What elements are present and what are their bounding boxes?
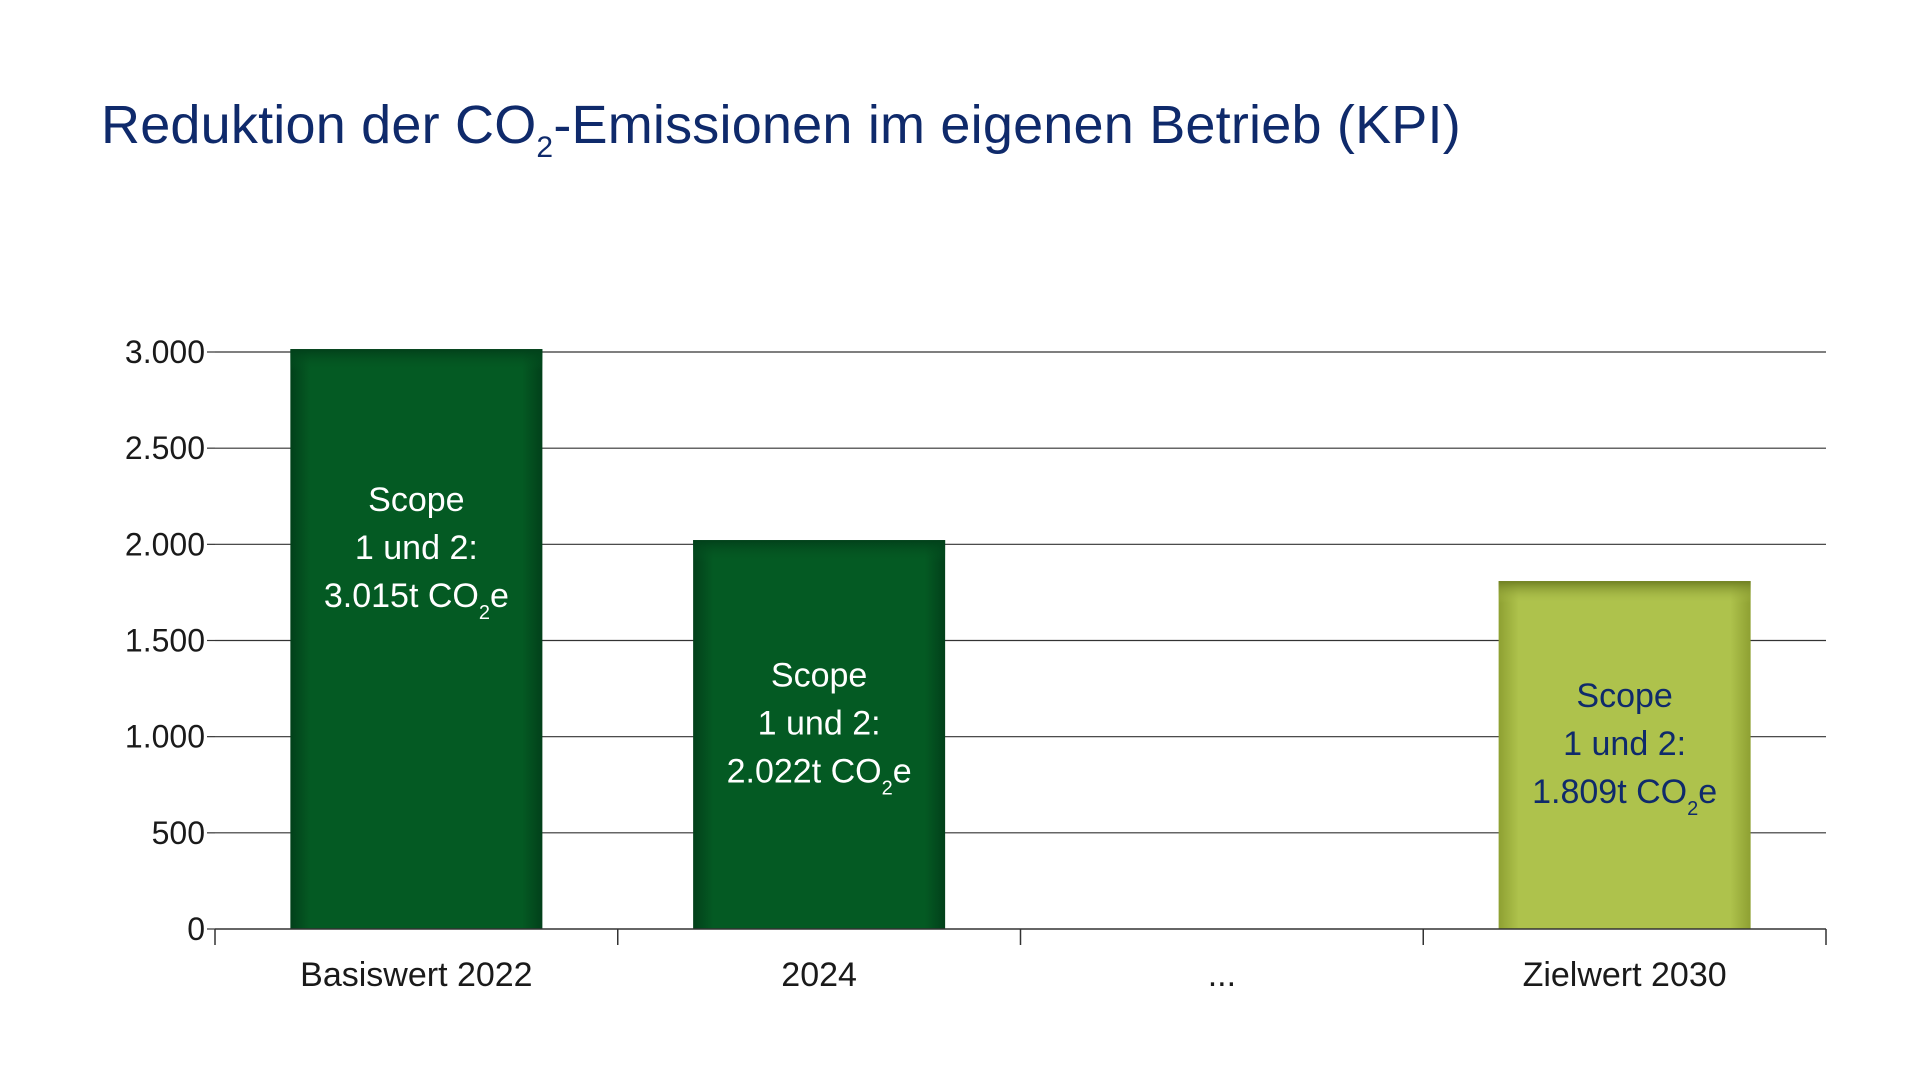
chart-title: Reduktion der CO2-Emissionen im eigenen … [101, 94, 1461, 164]
y-tick-label-1000: 1.000 [125, 719, 205, 755]
bar-label-1-line1: Scope [771, 657, 867, 695]
bar-label-3-unit-suffix: e [1698, 773, 1717, 811]
bar-label-3-line3: 1.809t CO2e [1532, 773, 1717, 820]
bar-label-0-unit-suffix: e [490, 577, 509, 615]
bars [290, 349, 1751, 929]
y-tick-label-0: 0 [187, 911, 205, 947]
chart-title-rest: -Emissionen im eigenen Betrieb (KPI) [553, 95, 1461, 155]
bar-label-3-line2: 1 und 2: [1563, 725, 1686, 763]
bar-label-1-subscript: 2 [882, 778, 893, 800]
chart-title-main: Reduktion der CO [101, 95, 537, 155]
bar-label-3-value: 1.809t CO [1532, 773, 1687, 811]
x-category-label-3: Zielwert 2030 [1523, 956, 1727, 994]
y-tick-label-3000: 3.000 [125, 334, 205, 370]
x-category-label-1: 2024 [781, 956, 857, 994]
bar-top-shade-0 [290, 349, 543, 372]
x-category-label-0: Basiswert 2022 [300, 956, 532, 994]
bar-label-0-subscript: 2 [479, 602, 490, 624]
bar-label-1-line3: 2.022t CO2e [727, 753, 912, 800]
bar-label-0-value: 3.015t CO [324, 577, 479, 615]
y-tick-label-2500: 2.500 [125, 430, 205, 466]
bar-3 [1498, 581, 1751, 929]
bar-label-0-line2: 1 und 2: [355, 529, 478, 567]
x-category-label-2: ... [1208, 956, 1236, 994]
y-tick-label-1500: 1.500 [125, 623, 205, 659]
x-axis [214, 928, 1827, 945]
bar-label-3-subscript: 2 [1687, 798, 1698, 820]
bar-top-shade-3 [1498, 581, 1751, 604]
y-axis-tick-labels: 0 500 1.000 1.500 2.000 2.500 3.000 [125, 334, 205, 947]
bar-label-1-unit-suffix: e [893, 753, 912, 791]
bar-label-3-line1: Scope [1576, 677, 1672, 715]
bar-1 [693, 540, 946, 929]
bar-label-0-line1: Scope [368, 481, 464, 519]
chart-title-subscript: 2 [536, 131, 554, 164]
bar-label-1-line2: 1 und 2: [758, 705, 881, 743]
bar-label-1-value: 2.022t CO [727, 753, 882, 791]
bar-0 [290, 349, 543, 929]
bar-top-shade-1 [693, 540, 946, 563]
bar-label-0-line3: 3.015t CO2e [324, 577, 509, 624]
y-tick-label-2000: 2.000 [125, 526, 205, 562]
y-tick-label-500: 500 [152, 815, 205, 851]
x-axis-category-labels: Basiswert 2022 2024... Zielwert 2030 [300, 956, 1727, 994]
